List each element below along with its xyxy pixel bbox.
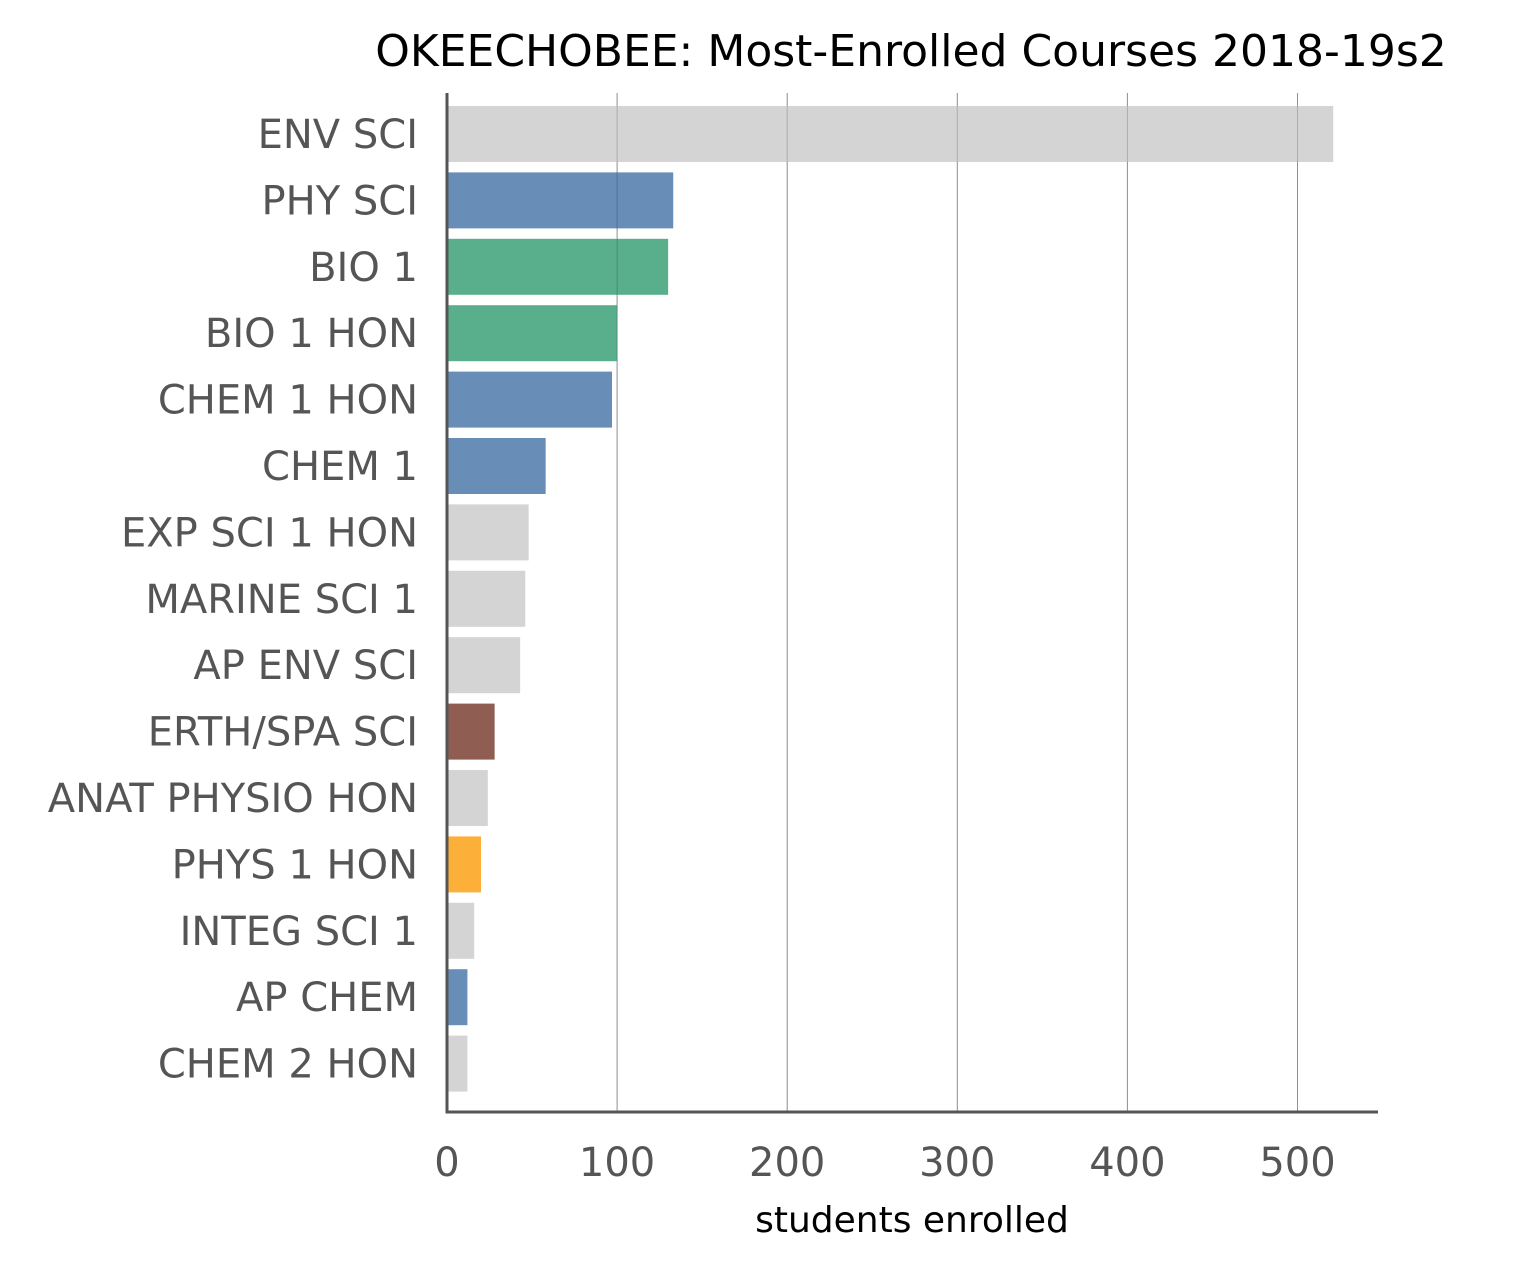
bar xyxy=(447,637,521,694)
category-label: CHEM 1 HON xyxy=(158,378,418,424)
x-tick-label: 400 xyxy=(1089,1140,1165,1186)
category-label: BIO 1 HON xyxy=(205,311,418,357)
bar xyxy=(447,703,495,760)
bar xyxy=(447,836,482,893)
bars xyxy=(447,106,1334,1092)
bar xyxy=(447,504,529,561)
category-label: AP ENV SCI xyxy=(193,643,418,689)
bar xyxy=(447,438,546,494)
bar xyxy=(447,371,612,428)
category-label: MARINE SCI 1 xyxy=(145,577,418,623)
category-label: INTEG SCI 1 xyxy=(180,909,418,955)
bar xyxy=(447,238,669,295)
bar xyxy=(447,305,618,362)
category-label: PHYS 1 HON xyxy=(172,842,418,888)
bar xyxy=(447,969,468,1026)
category-label: ERTH/SPA SCI xyxy=(148,710,418,756)
x-tick-labels: 0 100 200 300 400 500 xyxy=(434,1140,1335,1186)
category-label: EXP SCI 1 HON xyxy=(121,510,418,556)
category-label: ANAT PHYSIO HON xyxy=(48,776,418,822)
category-labels: ENV SCI PHY SCI BIO 1 BIO 1 HON CHEM 1 HON CH… xyxy=(48,112,418,1088)
category-label: CHEM 2 HON xyxy=(158,1042,418,1088)
category-label: BIO 1 xyxy=(309,245,418,291)
bar xyxy=(447,106,1334,162)
bar xyxy=(447,902,475,959)
x-tick-label: 0 xyxy=(434,1140,459,1186)
x-axis-label: students enrolled xyxy=(755,1200,1069,1241)
bar xyxy=(447,770,488,826)
x-tick-label: 300 xyxy=(919,1140,995,1186)
x-tick-label: 500 xyxy=(1259,1140,1335,1186)
x-tick-label: 100 xyxy=(579,1140,655,1186)
category-label: PHY SCI xyxy=(262,178,418,224)
category-label: CHEM 1 xyxy=(262,444,418,490)
axes xyxy=(445,93,1378,1114)
category-label: AP CHEM xyxy=(236,975,418,1021)
grid-lines xyxy=(616,93,1298,1112)
bar xyxy=(447,172,674,229)
x-tick-label: 200 xyxy=(749,1140,825,1186)
bar xyxy=(447,1035,468,1092)
chart-title: OKEECHOBEE: Most-Enrolled Courses 2018-1… xyxy=(375,26,1447,77)
bar xyxy=(447,570,526,627)
category-label: ENV SCI xyxy=(258,112,418,158)
